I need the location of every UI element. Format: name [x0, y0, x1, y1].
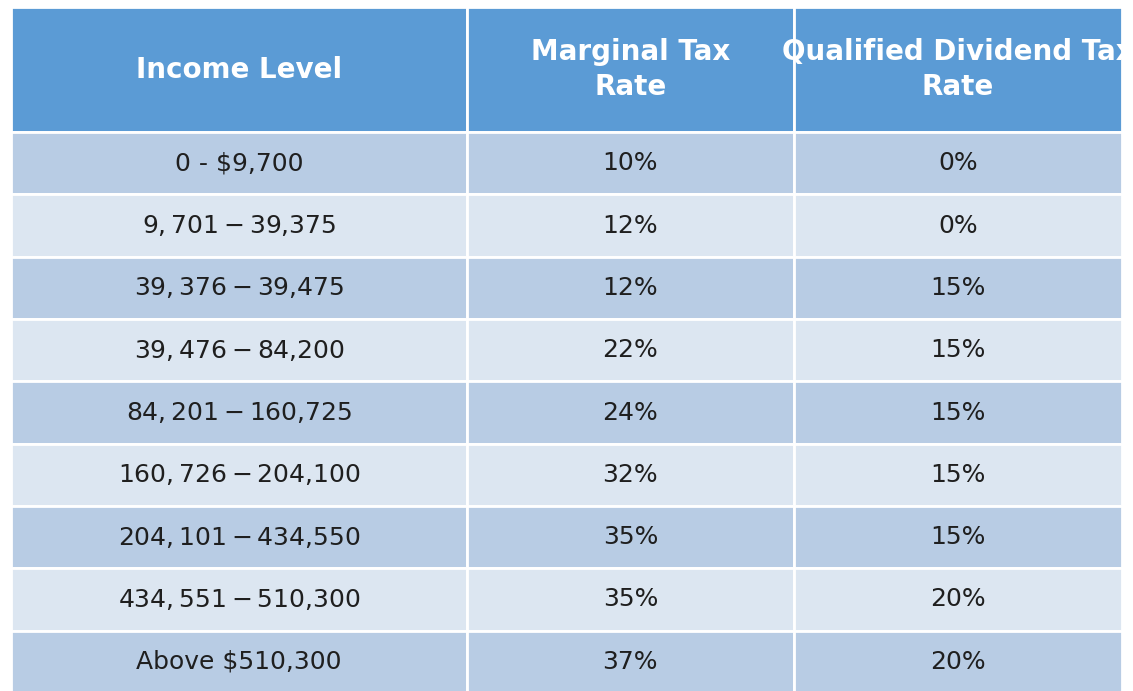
Text: $39,476 - $84,200: $39,476 - $84,200 [134, 338, 344, 363]
Text: 0%: 0% [938, 151, 978, 176]
Text: $160,726 - $204,100: $160,726 - $204,100 [118, 462, 360, 487]
Bar [467, 194, 794, 257]
Text: Above $510,300: Above $510,300 [136, 650, 342, 674]
Bar [467, 381, 794, 444]
Text: $204,101 - $434,550: $204,101 - $434,550 [118, 524, 360, 549]
Text: 15%: 15% [930, 525, 986, 549]
Bar [794, 132, 1122, 194]
Text: 35%: 35% [603, 525, 658, 549]
Bar [467, 132, 794, 194]
Bar [11, 444, 467, 506]
Text: 0 - $9,700: 0 - $9,700 [174, 151, 304, 176]
Bar [794, 381, 1122, 444]
Bar [11, 194, 467, 257]
Bar [11, 132, 467, 194]
Text: $434,551 - $510,300: $434,551 - $510,300 [118, 587, 360, 612]
Text: 15%: 15% [930, 338, 986, 362]
Bar [11, 7, 467, 132]
Bar [794, 568, 1122, 631]
Bar [467, 444, 794, 506]
Text: 37%: 37% [603, 650, 658, 674]
Bar [794, 444, 1122, 506]
Bar [467, 631, 794, 691]
Bar [794, 319, 1122, 381]
Text: 20%: 20% [930, 650, 986, 674]
Text: 15%: 15% [930, 401, 986, 424]
Bar [11, 319, 467, 381]
Text: 20%: 20% [930, 587, 986, 612]
Text: Income Level: Income Level [136, 55, 342, 84]
Bar [11, 631, 467, 691]
Text: $9,701 - $39,375: $9,701 - $39,375 [142, 213, 337, 238]
Bar [794, 506, 1122, 568]
Bar [11, 568, 467, 631]
Text: 22%: 22% [603, 338, 658, 362]
Bar [467, 506, 794, 568]
Text: Qualified Dividend Tax
Rate: Qualified Dividend Tax Rate [782, 38, 1133, 101]
Bar [11, 381, 467, 444]
Bar [467, 7, 794, 132]
Text: 35%: 35% [603, 587, 658, 612]
Text: Marginal Tax
Rate: Marginal Tax Rate [530, 38, 730, 101]
Bar [794, 7, 1122, 132]
Text: 24%: 24% [603, 401, 658, 424]
Bar [794, 257, 1122, 319]
Bar [794, 631, 1122, 691]
Text: $39,376 - $39,475: $39,376 - $39,475 [134, 276, 344, 301]
Text: 32%: 32% [603, 463, 658, 487]
Bar [467, 319, 794, 381]
Text: 12%: 12% [603, 214, 658, 238]
Bar [11, 506, 467, 568]
Text: 15%: 15% [930, 463, 986, 487]
Text: $84,201 - $160,725: $84,201 - $160,725 [126, 400, 352, 425]
Bar [11, 257, 467, 319]
Text: 10%: 10% [603, 151, 658, 176]
Bar [794, 194, 1122, 257]
Bar [467, 568, 794, 631]
Text: 0%: 0% [938, 214, 978, 238]
Text: 15%: 15% [930, 276, 986, 300]
Bar [467, 257, 794, 319]
Text: 12%: 12% [603, 276, 658, 300]
